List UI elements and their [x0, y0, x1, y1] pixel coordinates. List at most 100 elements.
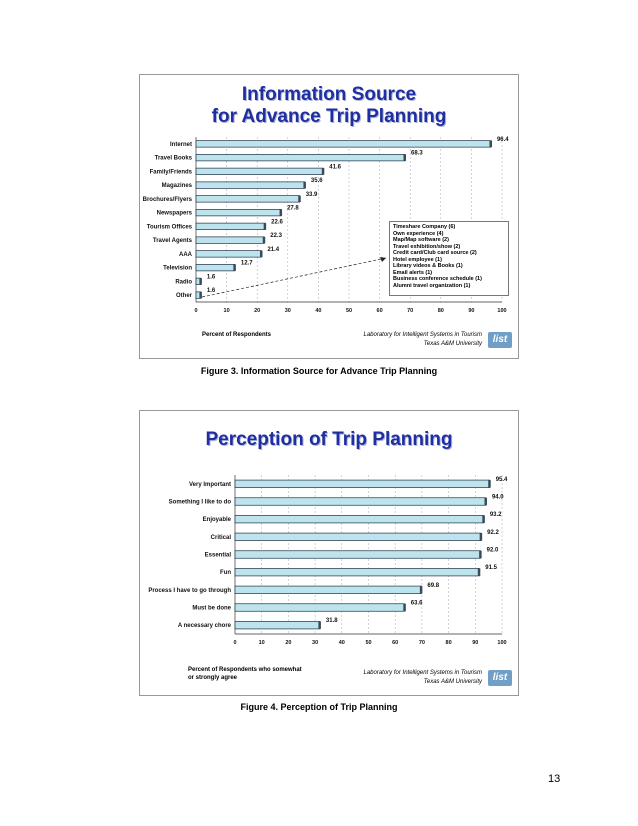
x-tick-label: 10: [259, 640, 265, 646]
category-label: Fun: [220, 570, 231, 576]
credit-line-2: Texas A&M University: [423, 679, 482, 685]
bar: [234, 515, 485, 524]
x-tick-label: 70: [407, 308, 413, 314]
x-tick-label: 100: [497, 308, 506, 314]
data-label: 21.4: [267, 247, 279, 253]
chart-2-plot: 0 10 20 30 40 50 60 70 80 90 100 Very Important 95.4…: [148, 475, 508, 646]
other-source-item: Credit card/Club card source (2): [393, 250, 477, 256]
bar-cap: [477, 568, 481, 576]
bar: [234, 568, 480, 577]
credit-line-2: Texas A&M University: [423, 341, 482, 347]
category-label: Travel Agents: [153, 238, 193, 244]
category-label: Family/Friends: [150, 169, 193, 175]
category-label: Brochures/Flyers: [143, 197, 193, 203]
chart-2-xlabel-line-2: or strongly agree: [188, 675, 238, 681]
x-tick-label: 40: [315, 308, 321, 314]
data-label: 31.8: [326, 618, 338, 624]
x-tick-label: 50: [365, 640, 371, 646]
figure-3-slide: Information Source for Advance Trip Plan…: [139, 74, 519, 359]
data-label: 33.9: [306, 192, 318, 198]
category-label: Critical: [211, 535, 232, 541]
other-source-item: Timeshare Company (6): [393, 224, 456, 230]
other-source-item: Email alerts (1): [393, 269, 433, 276]
category-label: Radio: [175, 279, 192, 285]
figure-3-caption: Figure 3. Information Source for Advance…: [200, 366, 438, 376]
data-label: 1.6: [207, 288, 216, 294]
list-logo: list: [488, 332, 512, 348]
bar-cap: [403, 603, 406, 612]
chart-1-plot: 0 10 20 30 40 50 60 70 80 90 100 Internet 96.4 Travel…: [143, 137, 510, 314]
bar-cap: [233, 264, 236, 271]
bar-cap: [298, 195, 301, 203]
bar: [234, 603, 406, 612]
bar: [195, 181, 306, 189]
x-tick-label: 0: [233, 640, 236, 646]
data-label: 22.6: [271, 219, 283, 225]
chart-1-title-line-1: Information Source: [241, 84, 417, 105]
data-label: 95.4: [496, 477, 508, 483]
data-label: 41.6: [329, 164, 341, 170]
x-tick-label: 40: [339, 640, 345, 646]
x-tick-label: 70: [419, 640, 425, 646]
bar-cap: [259, 250, 263, 258]
x-tick-label: 80: [446, 640, 452, 646]
data-label: 1.6: [207, 274, 216, 280]
bar: [234, 550, 481, 559]
category-label: A necessary chore: [178, 623, 232, 629]
chart-1-title: Information Source for Advance Trip Plan…: [140, 84, 518, 128]
chart-2-title: Perception of Trip Planning: [140, 429, 518, 451]
data-label: 22.3: [270, 233, 282, 239]
other-source-item: Alumni travel organization (1): [393, 282, 471, 289]
bar: [234, 479, 491, 488]
other-source-item: Library videos & Books (1): [393, 263, 463, 269]
category-label: Newspapers: [157, 211, 193, 217]
bar: [195, 167, 324, 175]
data-label: 12.7: [241, 261, 253, 267]
data-label: 27.8: [287, 206, 299, 212]
bar-cap: [479, 550, 482, 559]
bar-cap: [489, 140, 492, 148]
other-source-item: Hotel employee (1): [393, 256, 442, 263]
bar: [195, 236, 265, 244]
category-label: Very Important: [189, 482, 231, 488]
x-tick-label: 10: [224, 308, 230, 314]
x-tick-label: 90: [468, 308, 474, 314]
bar: [234, 532, 482, 541]
category-label: Internet: [170, 142, 192, 148]
x-tick-label: 90: [472, 640, 478, 646]
bar-cap: [279, 209, 283, 216]
other-sources-box: Timeshare Company (6) Own experience (4)…: [389, 221, 509, 296]
data-label: 92.2: [487, 530, 499, 536]
bar-cap: [488, 480, 491, 488]
bar-cap: [484, 497, 487, 506]
bar-cap: [263, 223, 267, 230]
data-label: 35.6: [311, 178, 323, 184]
chart-1-xlabel: Percent of Respondents: [202, 332, 272, 338]
figure-4-caption: Figure 4. Perception of Trip Planning: [240, 702, 398, 712]
bar-cap: [199, 291, 202, 299]
x-tick-label: 20: [285, 640, 291, 646]
bar: [195, 222, 266, 230]
bar: [195, 264, 236, 272]
bar-cap: [318, 621, 321, 629]
bar-cap: [199, 278, 202, 285]
credit-line-1: Laboratory for Intelligent Systems in To…: [363, 332, 483, 338]
x-tick-label: 20: [254, 308, 260, 314]
x-tick-label: 0: [194, 308, 197, 314]
category-label: Something I like to do: [169, 500, 232, 506]
x-tick-label: 30: [312, 640, 318, 646]
x-tick-label: 60: [392, 640, 398, 646]
bar-cap: [321, 168, 325, 175]
bar: [234, 497, 487, 506]
data-label: 94.0: [492, 495, 504, 501]
list-logo: list: [488, 670, 512, 686]
data-label: 68.3: [411, 151, 423, 157]
data-label: 96.4: [497, 137, 509, 143]
other-source-item: Travel exhibition/show (2): [393, 243, 461, 250]
x-tick-label: 80: [438, 308, 444, 314]
category-label: Must be done: [192, 606, 231, 612]
bar: [234, 585, 422, 594]
bar: [195, 154, 406, 162]
x-tick-label: 30: [285, 308, 291, 314]
bar-cap: [419, 586, 423, 594]
